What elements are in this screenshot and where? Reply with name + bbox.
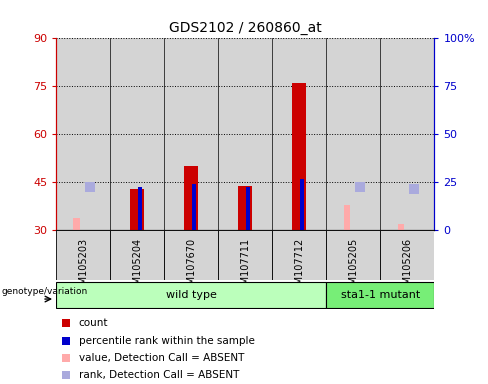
Text: percentile rank within the sample: percentile rank within the sample	[79, 336, 255, 346]
Bar	[380, 230, 434, 280]
Bar	[110, 230, 164, 280]
Text: GSM107712: GSM107712	[294, 238, 304, 297]
Text: wild type: wild type	[166, 290, 217, 300]
Bar	[398, 224, 404, 230]
Text: GSM105206: GSM105206	[402, 238, 412, 297]
Text: GSM107711: GSM107711	[240, 238, 250, 297]
Bar	[164, 230, 218, 280]
Text: genotype/variation: genotype/variation	[1, 287, 87, 296]
Text: value, Detection Call = ABSENT: value, Detection Call = ABSENT	[79, 353, 244, 363]
Bar	[326, 230, 380, 280]
Title: GDS2102 / 260860_at: GDS2102 / 260860_at	[169, 21, 322, 35]
Bar	[218, 230, 272, 280]
Bar	[138, 187, 142, 230]
Bar	[192, 184, 196, 230]
Bar	[292, 83, 306, 230]
Bar	[300, 179, 304, 230]
Text: count: count	[79, 318, 108, 328]
Text: rank, Detection Call = ABSENT: rank, Detection Call = ABSENT	[79, 370, 239, 380]
Text: GSM105204: GSM105204	[132, 238, 142, 297]
Bar	[326, 282, 434, 308]
Text: GSM105203: GSM105203	[78, 238, 88, 297]
Bar	[56, 230, 110, 280]
Text: GSM105205: GSM105205	[348, 238, 358, 297]
Bar	[130, 189, 144, 230]
Bar	[73, 218, 80, 230]
Bar	[56, 282, 326, 308]
Bar	[272, 230, 326, 280]
Bar	[246, 187, 250, 230]
Text: sta1-1 mutant: sta1-1 mutant	[341, 290, 420, 300]
Bar	[239, 185, 252, 230]
Bar	[344, 205, 350, 230]
Bar	[184, 166, 198, 230]
Text: GSM107670: GSM107670	[186, 238, 196, 297]
